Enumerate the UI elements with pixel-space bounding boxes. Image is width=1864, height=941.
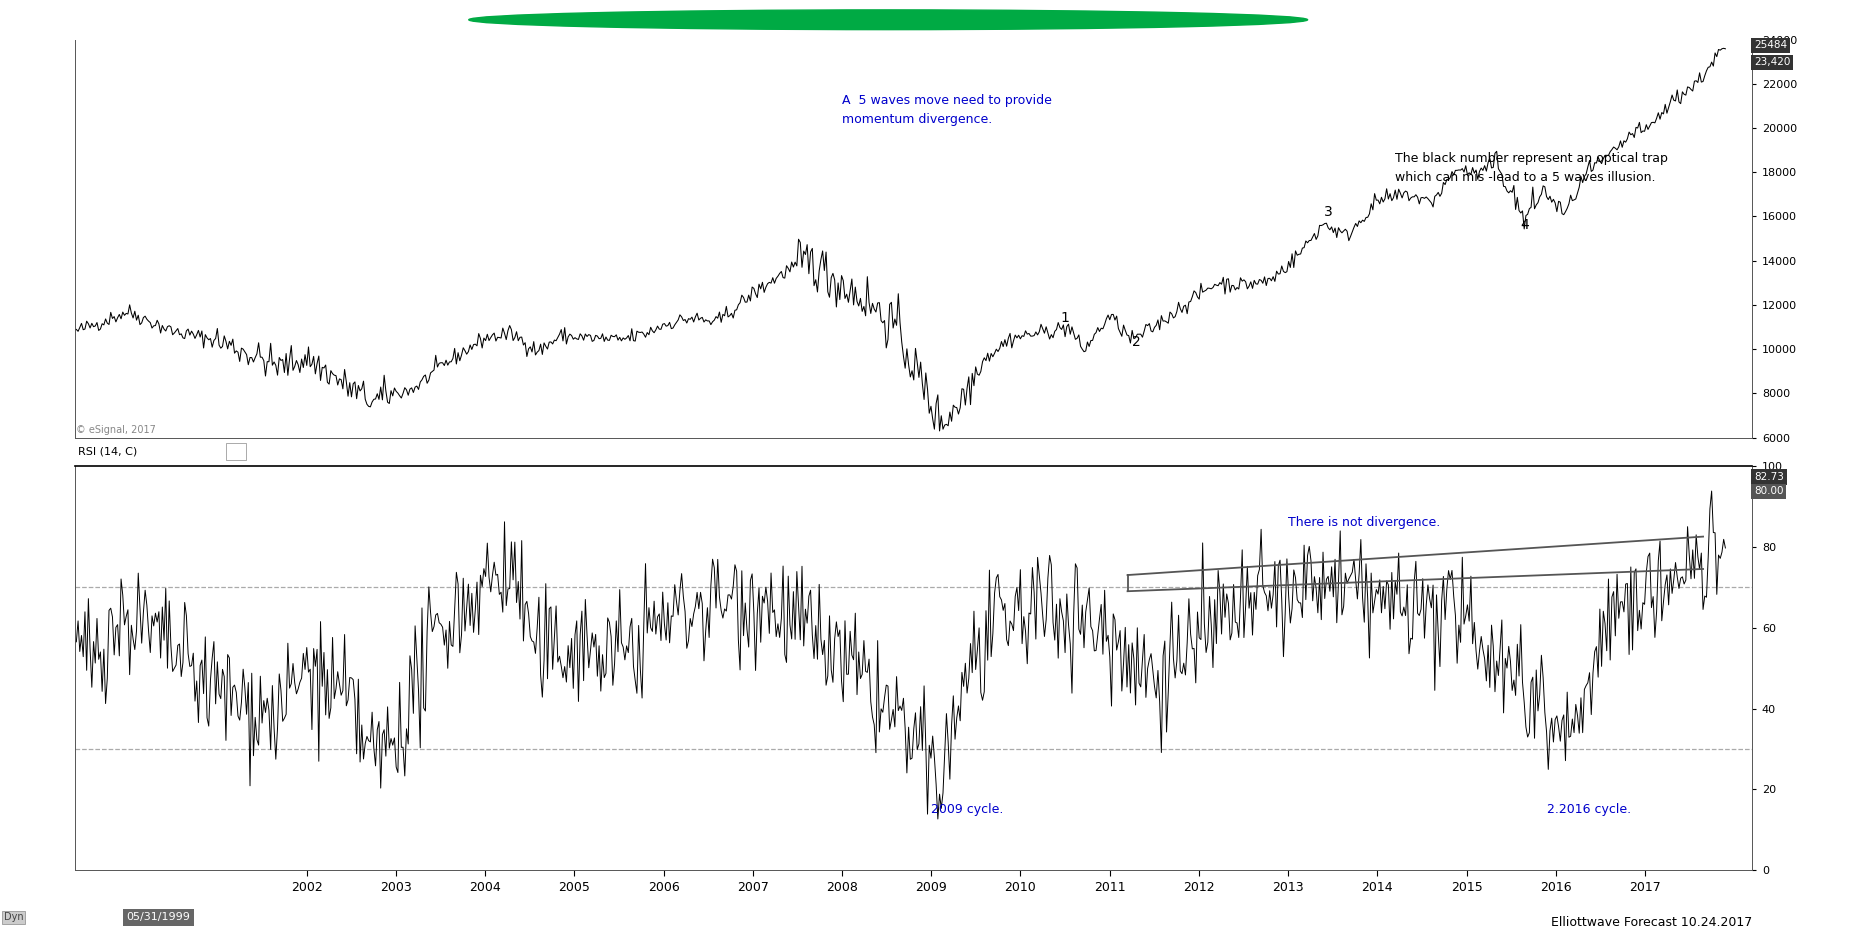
Text: © eSignal, 2017: © eSignal, 2017	[76, 425, 157, 436]
Text: 1: 1	[1061, 311, 1070, 326]
Text: ● Elliott Wave Forecast: ● Elliott Wave Forecast	[913, 12, 1115, 27]
Text: 4: 4	[1521, 218, 1528, 232]
Text: 3: 3	[1323, 205, 1333, 219]
Text: 2009 cycle.: 2009 cycle.	[932, 804, 1003, 816]
Text: Dyn: Dyn	[4, 913, 24, 922]
Text: 05/31/1999: 05/31/1999	[127, 913, 190, 922]
Text: 23,420: 23,420	[1754, 57, 1791, 67]
Text: There is not divergence.: There is not divergence.	[1288, 516, 1441, 529]
Circle shape	[418, 8, 1357, 31]
Text: RSI (14, C): RSI (14, C)	[78, 447, 138, 456]
Text: 25484: 25484	[1754, 40, 1788, 50]
Text: Elliottwave Forecast 10.24.2017: Elliottwave Forecast 10.24.2017	[1551, 916, 1752, 929]
Text: The black number represent an optical trap
which can mis -lead to a 5 waves illu: The black number represent an optical tr…	[1396, 152, 1668, 183]
Text: A  5 waves move need to provide
momentum divergence.: A 5 waves move need to provide momentum …	[843, 94, 1051, 126]
Text: 2: 2	[1131, 336, 1141, 349]
Text: 82.73: 82.73	[1754, 472, 1784, 482]
Bar	[226, 443, 246, 460]
Text: 80.00: 80.00	[1754, 486, 1784, 496]
Circle shape	[468, 10, 1309, 29]
Text: 2.2016 cycle.: 2.2016 cycle.	[1547, 804, 1631, 816]
Text: * YM #F, DJI MINI FUTURES - CBTE - $5/PT, W (Dynamic) (delayed 10): * YM #F, DJI MINI FUTURES - CBTE - $5/PT…	[84, 12, 589, 27]
